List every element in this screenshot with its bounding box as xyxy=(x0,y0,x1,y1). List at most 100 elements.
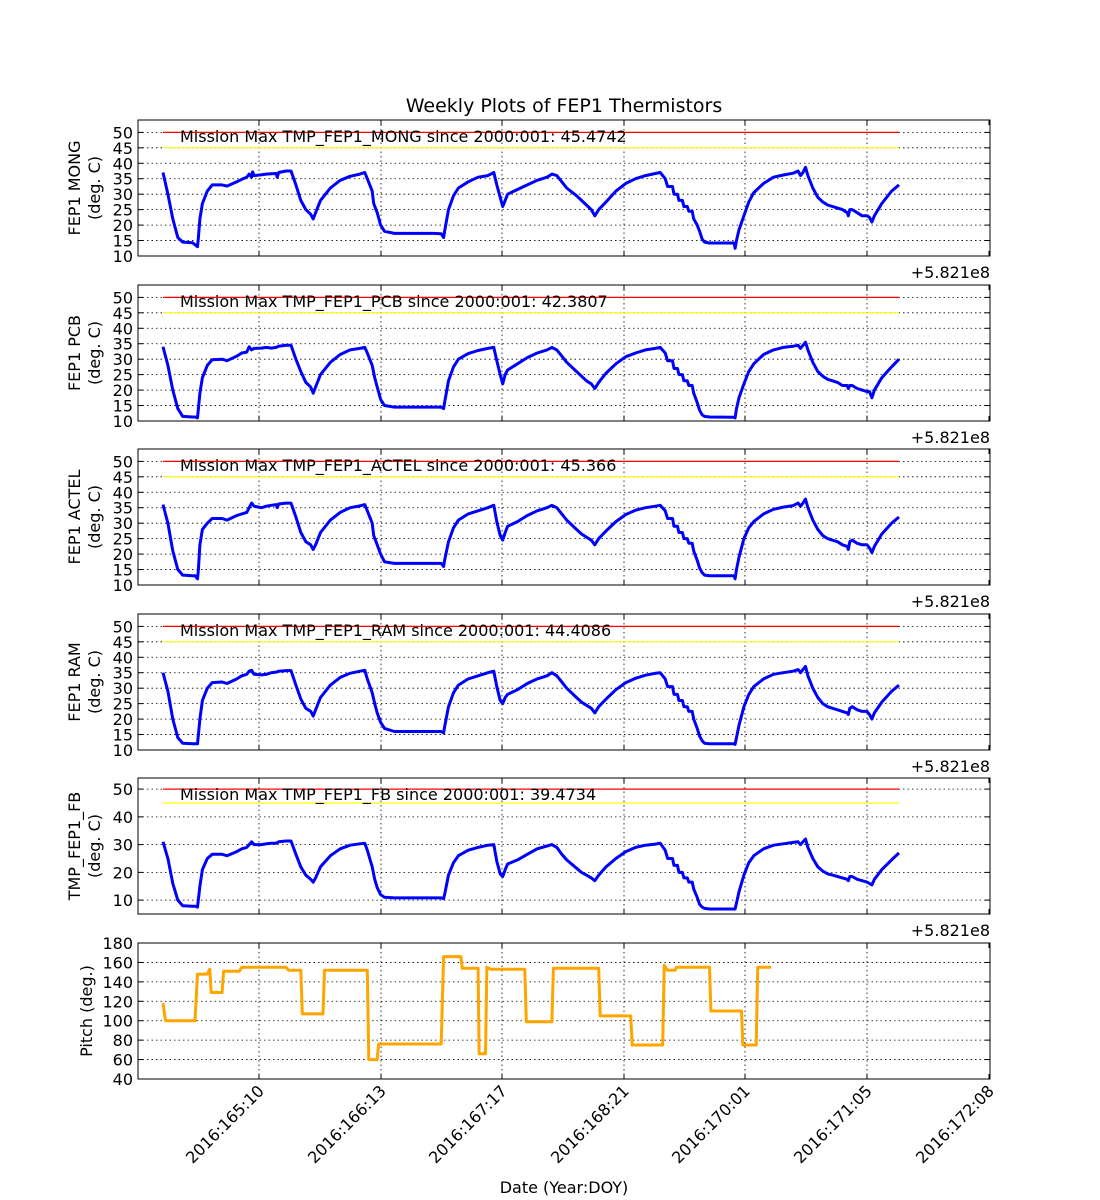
y-tick-label: 35 xyxy=(113,170,133,189)
x-offset-label: +5.821e8 xyxy=(911,757,990,776)
x-tick-labels: 2016:165:10 2016:166:13 2016:167:17 2016:16… xyxy=(182,1081,998,1167)
y-tick-label: 10 xyxy=(113,891,133,910)
x-tick-label: 2016:170:01 xyxy=(668,1081,754,1167)
mission-max-annotation: Mission Max TMP_FEP1_RAM since 2000:001:… xyxy=(180,621,611,641)
y-tick-label: 40 xyxy=(113,648,133,667)
series-line-ram xyxy=(161,665,900,746)
y-tick-label: 40 xyxy=(113,1070,133,1089)
y-axis-label: FEP1 ACTEL xyxy=(65,469,84,564)
y-tick-label: 50 xyxy=(113,617,133,636)
y-tick-label: 50 xyxy=(113,780,133,799)
y-tick-label: 40 xyxy=(113,808,133,827)
y-tick-label: 40 xyxy=(113,154,133,173)
x-tick-label: 2016:172:08 xyxy=(912,1081,998,1167)
y-tick-label: 80 xyxy=(113,1031,133,1050)
y-tick-label: 35 xyxy=(113,335,133,354)
y-tick-label: 25 xyxy=(113,366,133,385)
y-tick-label: 180 xyxy=(102,934,133,953)
y-tick-label: 35 xyxy=(113,499,133,518)
series-line-pcb xyxy=(161,340,901,420)
series-line-mong xyxy=(161,165,900,250)
x-offset-label: +5.821e8 xyxy=(911,921,990,940)
series-line-fb xyxy=(161,837,901,911)
y-tick-label: 40 xyxy=(113,483,133,502)
y-tick-label: 15 xyxy=(113,232,133,251)
series-line-actel xyxy=(161,497,900,581)
y-axis-label: (deg. C) xyxy=(85,650,104,714)
y-tick-label: 30 xyxy=(113,514,133,533)
y-tick-label: 30 xyxy=(113,836,133,855)
y-tick-label: 35 xyxy=(113,664,133,683)
x-offset-label: +5.821e8 xyxy=(911,428,990,447)
y-axis-label: FEP1 RAM xyxy=(65,642,84,721)
y-tick-label: 50 xyxy=(113,123,133,142)
axes-frame xyxy=(137,119,991,257)
y-tick-label: 50 xyxy=(113,452,133,471)
axes-frame xyxy=(137,448,991,586)
axes-frame xyxy=(137,777,991,915)
y-tick-label: 30 xyxy=(113,679,133,698)
axes-frame xyxy=(137,942,991,1080)
y-tick-label: 10 xyxy=(113,247,133,266)
y-tick-label: 30 xyxy=(113,185,133,204)
y-tick-label: 20 xyxy=(113,863,133,882)
y-tick-label: 15 xyxy=(113,561,133,580)
y-tick-label: 20 xyxy=(113,381,133,400)
y-tick-label: 160 xyxy=(102,953,133,972)
y-axis-label: Pitch (deg.) xyxy=(77,965,96,1057)
y-tick-label: 10 xyxy=(113,412,133,431)
y-tick-label: 25 xyxy=(113,695,133,714)
y-axis-label: (deg. C) xyxy=(85,321,104,385)
mission-max-annotation: Mission Max TMP_FEP1_FB since 2000:001: … xyxy=(180,785,596,805)
y-tick-label: 20 xyxy=(113,545,133,564)
mission-max-annotation: Mission Max TMP_FEP1_PCB since 2000:001:… xyxy=(180,292,608,312)
y-axis-label: (deg. C) xyxy=(85,156,104,220)
y-tick-label: 60 xyxy=(113,1051,133,1070)
y-axis-label: (deg. C) xyxy=(85,814,104,878)
y-axis-label: (deg. C) xyxy=(85,485,104,549)
y-tick-label: 45 xyxy=(113,468,133,487)
x-tick-label: 2016:165:10 xyxy=(182,1081,268,1167)
y-tick-label: 100 xyxy=(102,1012,133,1031)
figure-title: Weekly Plots of FEP1 Thermistors xyxy=(406,95,723,117)
y-axis-label: FEP1 MONG xyxy=(65,141,84,236)
y-tick-label: 45 xyxy=(113,139,133,158)
y-tick-label: 25 xyxy=(113,530,133,549)
y-tick-label: 120 xyxy=(102,992,133,1011)
y-axis-label: FEP1 PCB xyxy=(65,315,84,391)
y-tick-label: 15 xyxy=(113,397,133,416)
y-tick-label: 30 xyxy=(113,350,133,369)
axes-frame xyxy=(137,613,991,751)
x-offset-label: +5.821e8 xyxy=(911,263,990,282)
y-tick-label: 50 xyxy=(113,288,133,307)
x-offset-label: +5.821e8 xyxy=(911,592,990,611)
y-axis-label: TMP_FEP1_FB xyxy=(65,792,85,902)
x-tick-label: 2016:166:13 xyxy=(304,1081,390,1167)
mission-max-annotation: Mission Max TMP_FEP1_MONG since 2000:001… xyxy=(180,127,627,147)
panel-fb: 10 20 30 40 50 Mission Max TMP_FEP1_FB since … xyxy=(65,777,991,940)
y-tick-label: 10 xyxy=(113,741,133,760)
y-tick-label: 20 xyxy=(113,216,133,235)
y-tick-label: 45 xyxy=(113,304,133,323)
y-tick-label: 15 xyxy=(113,726,133,745)
y-tick-label: 40 xyxy=(113,319,133,338)
x-tick-label: 2016:171:05 xyxy=(790,1081,876,1167)
x-axis-label: Date (Year:DOY) xyxy=(500,1178,629,1197)
y-tick-label: 20 xyxy=(113,710,133,729)
x-tick-label: 2016:167:17 xyxy=(425,1081,511,1167)
y-tick-label: 10 xyxy=(113,576,133,595)
axes-frame xyxy=(137,284,991,422)
y-tick-label: 25 xyxy=(113,201,133,220)
mission-max-annotation: Mission Max TMP_FEP1_ACTEL since 2000:00… xyxy=(180,456,616,476)
y-tick-label: 140 xyxy=(102,973,133,992)
series-line-pitch xyxy=(161,955,771,1062)
y-tick-label: 45 xyxy=(113,633,133,652)
x-tick-label: 2016:168:21 xyxy=(547,1081,633,1167)
